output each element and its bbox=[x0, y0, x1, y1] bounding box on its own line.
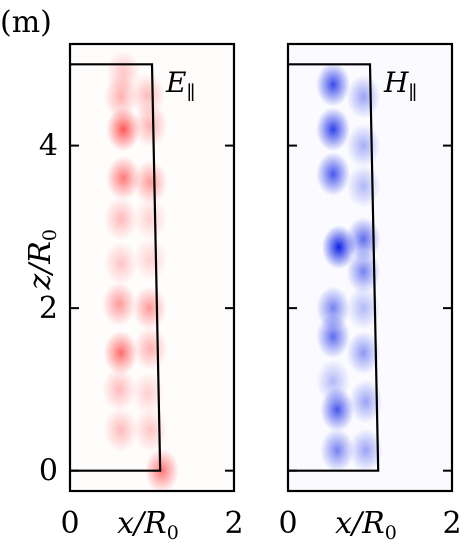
x-tick-label: 2 bbox=[442, 506, 461, 541]
structure-boundary bbox=[288, 63, 380, 472]
intensity-spot bbox=[316, 314, 351, 359]
panel-e-field: 0 2 4 0 2 x/R0 E∥ z/R0 bbox=[23, 42, 244, 544]
intensity-spot bbox=[103, 408, 138, 453]
heatmap-field bbox=[316, 62, 383, 473]
intensity-spot bbox=[103, 74, 138, 119]
intensity-spot bbox=[106, 107, 141, 152]
intensity-spot bbox=[346, 74, 381, 119]
y-tick-label: 4 bbox=[39, 129, 58, 164]
intensity-spot bbox=[133, 326, 168, 371]
intensity-spot bbox=[346, 123, 381, 168]
intensity-spot bbox=[133, 160, 168, 205]
intensity-spot bbox=[102, 282, 137, 327]
y-tick-label: 2 bbox=[39, 291, 58, 326]
x-axis-label: x/R0 bbox=[117, 506, 179, 544]
plot-frame bbox=[68, 42, 236, 493]
x-tick-label: 2 bbox=[224, 506, 243, 541]
intensity-spot bbox=[133, 196, 168, 241]
panel-h-field: 0 2 x/R0 H∥ bbox=[278, 42, 462, 544]
intensity-spot bbox=[103, 196, 138, 241]
plot-frame bbox=[286, 42, 454, 493]
intensity-spot bbox=[316, 152, 351, 197]
x-tick-label: 0 bbox=[278, 506, 297, 541]
y-tick-label: 0 bbox=[39, 454, 58, 489]
intensity-spot bbox=[346, 164, 381, 209]
intensity-spot bbox=[320, 428, 355, 473]
y-axis-label: z/R0 bbox=[23, 229, 61, 291]
intensity-spot bbox=[316, 107, 351, 152]
intensity-spot bbox=[133, 103, 168, 148]
intensity-spot bbox=[103, 241, 138, 286]
intensity-spot bbox=[320, 387, 355, 432]
intensity-spot bbox=[133, 408, 168, 453]
x-tick-label: 0 bbox=[60, 506, 79, 541]
intensity-spot bbox=[346, 286, 381, 331]
intensity-spot bbox=[132, 286, 167, 331]
x-axis-label: x/R0 bbox=[335, 506, 397, 544]
intensity-spot bbox=[144, 448, 179, 491]
intensity-spot bbox=[316, 62, 351, 107]
figure-label: (m) bbox=[0, 5, 52, 40]
panel-label: H∥ bbox=[383, 66, 417, 104]
intensity-spot bbox=[106, 156, 141, 201]
intensity-spot bbox=[346, 330, 381, 375]
intensity-spot bbox=[102, 367, 137, 412]
intensity-spot bbox=[346, 249, 381, 294]
intensity-spot bbox=[103, 330, 138, 375]
structure-boundary bbox=[70, 63, 162, 472]
intensity-spot bbox=[346, 217, 381, 262]
intensity-spot bbox=[348, 428, 383, 473]
intensity-spot bbox=[130, 371, 165, 416]
intensity-spot bbox=[348, 379, 383, 424]
heatmap-field bbox=[102, 50, 179, 491]
intensity-spot bbox=[133, 237, 168, 282]
panel-label: E∥ bbox=[165, 66, 195, 104]
